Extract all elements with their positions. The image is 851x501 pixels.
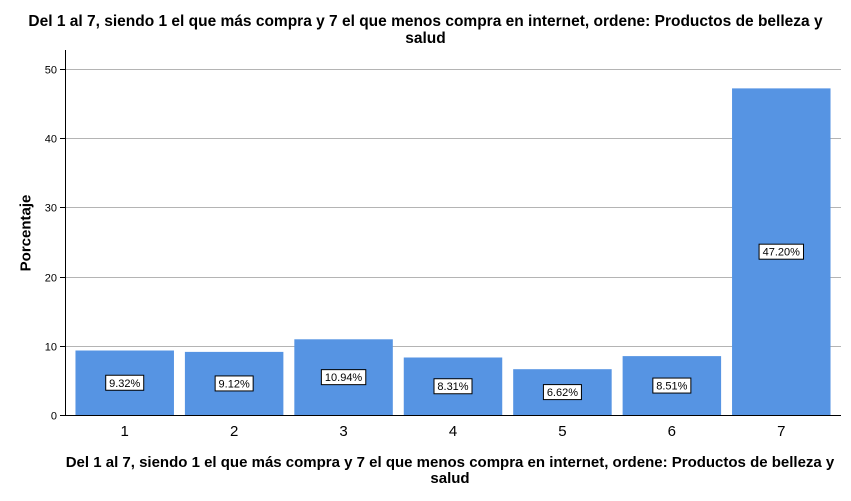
- x-tick-label: 7: [777, 423, 785, 440]
- x-axis-title: Del 1 al 7, siendo 1 el que más compra y…: [60, 455, 840, 487]
- chart-title-line-2: salud: [405, 30, 446, 47]
- y-tick-label: 50: [45, 65, 57, 77]
- axes: 0 10 20 30 40 50 1 2 3 4 5 6 7: [45, 50, 841, 440]
- chart-title: Del 1 al 7, siendo 1 el que más compra y…: [0, 13, 851, 47]
- data-label: 9.12%: [219, 378, 250, 390]
- x-axis-title-line-1: Del 1 al 7, siendo 1 el que más compra y…: [65, 454, 835, 471]
- data-label: 6.62%: [547, 387, 578, 399]
- x-tick-label: 6: [668, 423, 676, 440]
- x-tick-label: 1: [121, 423, 129, 440]
- data-label: 8.51%: [656, 381, 687, 393]
- y-tick-label: 20: [45, 273, 57, 285]
- data-label: 9.32%: [109, 378, 140, 390]
- bars: [75, 88, 831, 415]
- x-tick-label: 4: [449, 423, 457, 440]
- x-tick-label: 2: [230, 423, 238, 440]
- y-tick-label: 0: [51, 411, 57, 423]
- y-axis-title: Porcentaje: [17, 194, 35, 272]
- data-label: 10.94%: [325, 372, 363, 384]
- data-labels: 9.32% 9.12% 10.94% 8.31% 6.62% 8.51% 47.20%: [105, 243, 804, 401]
- data-label-box: [105, 374, 145, 391]
- data-label-box: [433, 378, 473, 395]
- x-tick-label: 3: [339, 423, 347, 440]
- data-label-box: [758, 243, 804, 260]
- x-axis-title-line-2: salud: [430, 470, 470, 487]
- y-tick-label: 30: [45, 203, 57, 215]
- data-label: 8.31%: [437, 381, 468, 393]
- data-label-box: [214, 375, 254, 392]
- grid-lines: [65, 69, 841, 347]
- x-tick-label: 5: [558, 423, 566, 440]
- y-tick-label: 40: [45, 134, 57, 146]
- data-label-box: [652, 377, 692, 394]
- chart-title-line-1: Del 1 al 7, siendo 1 el que más compra y…: [28, 13, 823, 30]
- y-tick-label: 10: [45, 342, 57, 354]
- data-label: 47.20%: [763, 247, 801, 259]
- data-label-box: [542, 384, 582, 401]
- data-label-box: [320, 369, 367, 386]
